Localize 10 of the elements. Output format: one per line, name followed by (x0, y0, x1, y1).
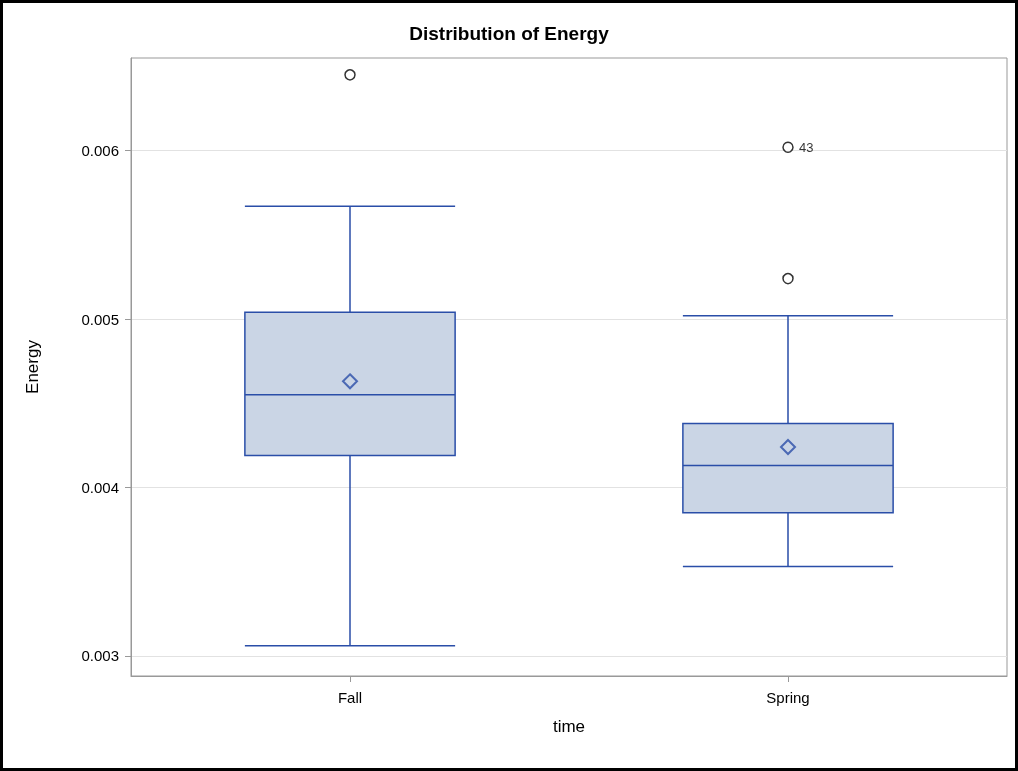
x-tick-label: Spring (766, 689, 810, 706)
y-axis-title: Energy (23, 339, 42, 394)
y-tick-label: 0.004 (81, 478, 119, 496)
annotation: 43 (799, 139, 814, 155)
x-axis-title: time (552, 717, 586, 736)
y-tick-label: 0.003 (81, 647, 119, 665)
x-tick-label: Fall (337, 689, 363, 706)
y-tick-label: 0.005 (81, 310, 119, 328)
y-tick-label: 0.006 (81, 142, 119, 160)
chart-title: Distribution of Energy (409, 23, 610, 44)
